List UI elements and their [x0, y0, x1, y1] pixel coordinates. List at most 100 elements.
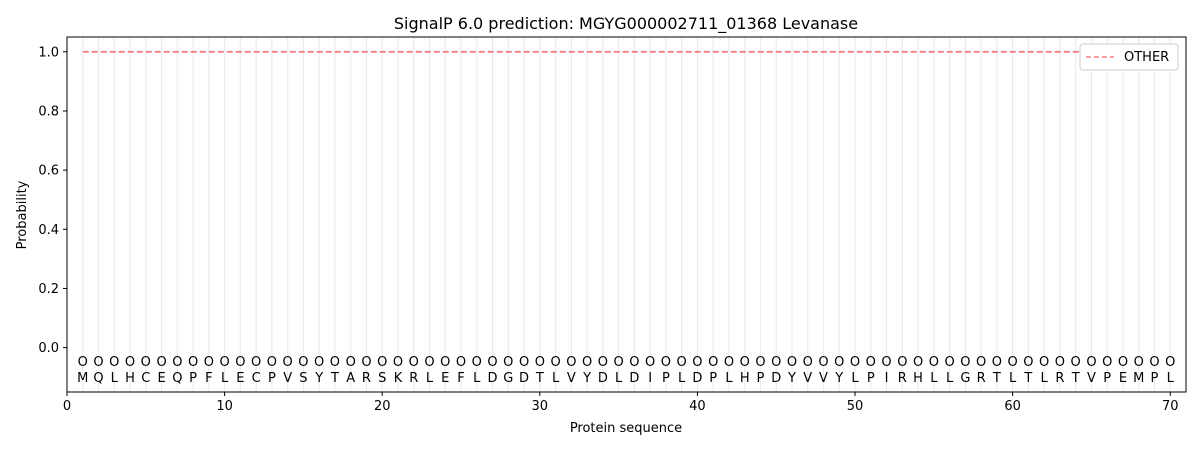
residue-label: P — [757, 371, 765, 386]
region-marker: O — [992, 355, 1002, 370]
residue-label: P — [189, 371, 197, 386]
region-marker: O — [692, 355, 702, 370]
region-marker: O — [472, 355, 482, 370]
residue-label: T — [1023, 371, 1032, 386]
residue-label: M — [1133, 371, 1144, 386]
region-marker: O — [1023, 355, 1033, 370]
region-marker: O — [78, 355, 88, 370]
residue-label: P — [1151, 371, 1159, 386]
residue-label: V — [1087, 371, 1096, 386]
region-marker: O — [866, 355, 876, 370]
region-marker: O — [440, 355, 450, 370]
residue-label: L — [678, 371, 686, 386]
residue-label: V — [283, 371, 292, 386]
residue-label: R — [409, 371, 418, 386]
region-marker: O — [204, 355, 214, 370]
region-marker: O — [787, 355, 797, 370]
residue-label: D — [771, 371, 781, 386]
y-tick-label: 0.0 — [38, 341, 59, 356]
region-marker: O — [1149, 355, 1159, 370]
region-marker: O — [897, 355, 907, 370]
residue-label: L — [725, 371, 733, 386]
region-marker: O — [535, 355, 545, 370]
residue-label: D — [629, 371, 639, 386]
x-tick-label: 0 — [63, 399, 71, 414]
region-marker: O — [740, 355, 750, 370]
region-marker: O — [661, 355, 671, 370]
residue-label: Y — [787, 371, 796, 386]
residue-label: E — [1119, 371, 1127, 386]
region-marker: O — [929, 355, 939, 370]
y-tick-label: 0.2 — [38, 282, 59, 297]
region-marker: O — [850, 355, 860, 370]
residue-label: K — [394, 371, 403, 386]
y-tick-label: 0.8 — [38, 104, 59, 119]
residue-label: D — [692, 371, 702, 386]
x-axis-ticks: 0 10 20 30 40 50 60 70 — [63, 392, 1179, 414]
y-tick-label: 0.4 — [38, 223, 59, 238]
region-marker: O — [188, 355, 198, 370]
x-tick-label: 10 — [216, 399, 233, 414]
region-marker: O — [677, 355, 687, 370]
x-tick-label: 60 — [1004, 399, 1021, 414]
region-marker: O — [330, 355, 340, 370]
residue-label: Q — [93, 371, 103, 386]
region-marker: O — [172, 355, 182, 370]
residue-label: D — [519, 371, 529, 386]
residue-label: R — [898, 371, 907, 386]
residue-label: E — [236, 371, 244, 386]
residue-label: Y — [834, 371, 843, 386]
residue-label: L — [221, 371, 229, 386]
residue-label: D — [488, 371, 498, 386]
region-marker: O — [125, 355, 135, 370]
residue-label: T — [1071, 371, 1080, 386]
region-marker: O — [377, 355, 387, 370]
region-marker: O — [881, 355, 891, 370]
residue-label: P — [709, 371, 717, 386]
residue-label: R — [362, 371, 371, 386]
region-marker: O — [156, 355, 166, 370]
residue-label: L — [473, 371, 481, 386]
residue-label: A — [346, 371, 355, 386]
residue-label: V — [567, 371, 576, 386]
x-tick-label: 50 — [847, 399, 864, 414]
region-marker: O — [598, 355, 608, 370]
residue-label: Y — [314, 371, 323, 386]
x-tick-label: 40 — [689, 399, 706, 414]
residue-label: R — [1055, 371, 1064, 386]
region-marker: O — [487, 355, 497, 370]
residue-label: G — [960, 371, 970, 386]
residue-label: V — [803, 371, 812, 386]
residue-label: P — [867, 371, 875, 386]
region-marker: O — [424, 355, 434, 370]
region-marker: O — [960, 355, 970, 370]
region-marker: O — [1039, 355, 1049, 370]
region-marker: O — [93, 355, 103, 370]
residue-label: H — [125, 371, 135, 386]
residue-label: S — [299, 371, 307, 386]
residue-label: T — [330, 371, 339, 386]
residue-label: L — [1009, 371, 1017, 386]
residue-label: L — [946, 371, 954, 386]
residue-label: C — [141, 371, 150, 386]
x-tick-label: 20 — [374, 399, 391, 414]
region-marker: O — [550, 355, 560, 370]
region-marker: O — [834, 355, 844, 370]
residue-label: R — [977, 371, 986, 386]
region-marker: O — [361, 355, 371, 370]
region-marker: O — [944, 355, 954, 370]
residue-label: V — [819, 371, 828, 386]
region-marker: O — [109, 355, 119, 370]
region-marker: O — [409, 355, 419, 370]
plot-frame — [66, 36, 1187, 393]
region-marker: O — [141, 355, 151, 370]
residue-label: F — [457, 371, 464, 386]
residue-label: L — [111, 371, 119, 386]
region-marker: O — [283, 355, 293, 370]
y-axis-ticks: 0.0 0.2 0.4 0.6 0.8 1.0 — [38, 45, 67, 356]
residue-label: D — [598, 371, 608, 386]
residue-label: L — [426, 371, 434, 386]
residue-label: Y — [582, 371, 591, 386]
region-marker: O — [566, 355, 576, 370]
